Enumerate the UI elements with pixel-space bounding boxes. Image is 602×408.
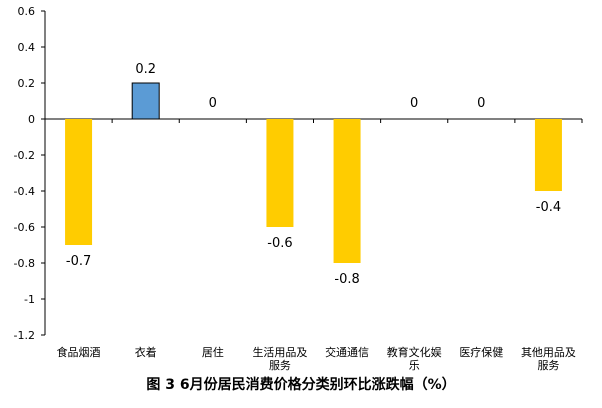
category-label-line: 教育文化娱 bbox=[387, 345, 442, 359]
category-label-line: 医疗保健 bbox=[459, 345, 503, 359]
data-label: 0 bbox=[477, 96, 485, 111]
category-label-line: 生活用品及 bbox=[252, 345, 307, 359]
data-label: -0.6 bbox=[267, 236, 292, 251]
y-tick-label: -0.4 bbox=[14, 185, 35, 198]
bar bbox=[333, 119, 361, 263]
category-label-line: 服务 bbox=[537, 359, 559, 372]
category-label: 教育文化娱乐 bbox=[387, 345, 442, 372]
y-tick-label: -1.2 bbox=[14, 329, 35, 342]
bar-chart: 0.6 0.4 0.2 0 -0.2 -0.4 -0.6 -0.8 -1 -1.2 -0.7 食品烟酒… bbox=[14, 5, 583, 372]
category-label-line: 交通通信 bbox=[325, 345, 369, 359]
category-label: 交通通信 bbox=[325, 345, 369, 359]
y-tick-label: -0.6 bbox=[14, 221, 35, 234]
y-tick-label: 0.4 bbox=[18, 41, 36, 54]
category-label-line: 其他用品及 bbox=[521, 346, 576, 359]
bar bbox=[534, 119, 562, 191]
chart-caption: 图 3 6月份居民消费价格分类别环比涨跌幅（%） bbox=[146, 377, 456, 393]
data-label: -0.7 bbox=[66, 254, 91, 269]
y-tick-label: 0.6 bbox=[18, 5, 36, 18]
y-tick-label: -0.2 bbox=[14, 149, 35, 162]
data-label: 0 bbox=[209, 96, 217, 111]
y-tick-label: 0 bbox=[28, 113, 35, 126]
bar bbox=[65, 119, 93, 245]
category-label: 衣着 bbox=[135, 345, 157, 359]
data-label: 0.2 bbox=[135, 62, 156, 77]
bar bbox=[131, 82, 160, 120]
category-label-line: 乐 bbox=[409, 359, 420, 372]
category-label-line: 居住 bbox=[202, 345, 224, 359]
data-label: -0.8 bbox=[334, 272, 359, 287]
category-label: 其他用品及服务 bbox=[521, 346, 576, 372]
bar bbox=[266, 119, 294, 227]
category-label: 医疗保健 bbox=[459, 345, 503, 359]
category-label: 食品烟酒 bbox=[57, 345, 101, 359]
category-label: 生活用品及服务 bbox=[252, 345, 307, 372]
y-tick-label: -0.8 bbox=[14, 257, 35, 270]
data-label: -0.4 bbox=[536, 200, 561, 215]
data-label: 0 bbox=[410, 96, 418, 111]
category-label-line: 服务 bbox=[269, 359, 291, 372]
category-label-line: 食品烟酒 bbox=[57, 345, 101, 359]
y-tick-label: 0.2 bbox=[18, 77, 36, 90]
category-label: 居住 bbox=[202, 345, 224, 359]
category-label-line: 衣着 bbox=[135, 345, 157, 359]
y-tick-label: -1 bbox=[24, 293, 35, 306]
chart-area: 0.6 0.4 0.2 0 -0.2 -0.4 -0.6 -0.8 -1 -1.2 -0.7 食品烟酒… bbox=[14, 5, 583, 372]
